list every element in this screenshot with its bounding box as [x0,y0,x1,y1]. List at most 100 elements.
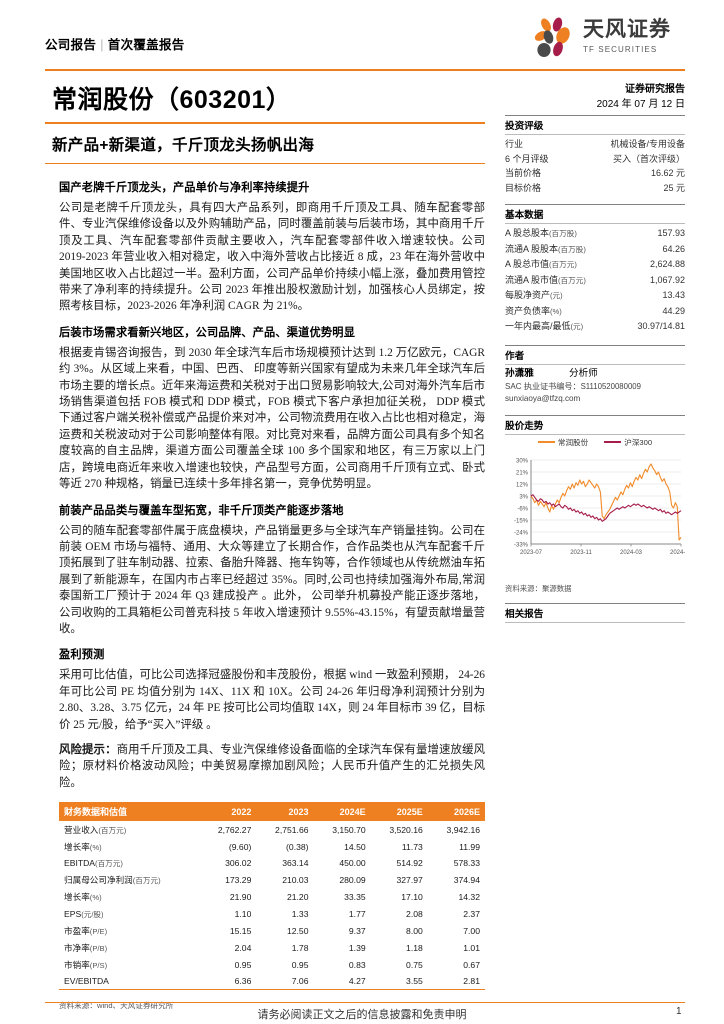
footer-divider [45,1002,685,1004]
sidebar-kv-unit: (%) [550,306,562,316]
rating-block-title: 投资评级 [505,121,544,132]
sidebar-kv-unit: (元) [570,322,584,331]
row-label-text: EV/EBITDA [64,976,109,987]
table-cell: 17.10 [401,892,423,903]
sidebar-kv-row: 当前价格 16.62 元 [505,166,685,181]
table-cell: 3,520.16 [389,824,423,835]
sidebar-kv-value: 1,067.92 [649,274,685,285]
row-label-unit: (%) [89,893,102,903]
legend-item-stock: 常润股份 [537,437,588,448]
table-body: 营业收入(百万元) 2,762.27 2,751.66 3,150.70 3,520.1… [59,821,485,990]
sidebar-kv-key: A 股总市值(百万元) [505,259,577,269]
row-label-text: 归属母公司净利润 [64,875,133,886]
brand-logo: 天风证券 TF SECURITIES [533,16,685,64]
header-report-type: 首次覆盖报告 [107,38,185,52]
chart-x-tick-label: 2024-03 [620,550,643,556]
section-heading: 前装产品品类与覆盖车型拓宽，非千斤顶类产能逐步落地 [59,504,344,517]
sidebar-kv-unit: (百万股) [558,244,586,254]
sidebar-date: 2024 年 07 月 12 日 [596,99,685,110]
row-label-text: 增长率 [64,892,90,903]
table-cell: 280.09 [339,875,366,886]
row-label: EV/EBITDA [59,973,200,990]
table-cell: 3.55 [370,973,428,990]
table-row: 增长率(%) 21.90 21.20 33.35 17.10 14.32 [59,889,485,906]
row-label-unit: (P/S) [89,961,108,971]
chart-y-tick-label: 21% [516,470,529,476]
row-label-unit: (元/股) [81,909,104,919]
table-title: 财务数据和估值 [59,802,200,821]
brand-name-cn: 天风证券 [583,18,671,41]
sidebar-kv-key: A 股总股本(百万股) [505,228,577,238]
legend-item-index: 沪深300 [604,437,652,448]
table-cell: 306.02 [225,858,252,869]
financial-table: 财务数据和估值 2022 2023 2024E 2025E 2026E 营业收入… [59,802,485,990]
sidebar-kv-key: 目标价格 [505,182,542,193]
table-cell: 21.20 [286,892,309,903]
rating-rows: 行业 机械设备/专用设备 6 个月评级 买入（首次评级） 当前价格 16.62 元目标价格… [505,137,685,195]
table-cell: 1.77 [348,909,366,920]
table-cell: 514.92 [396,858,423,869]
sidebar-kv-row: A 股总股本(百万股) 157.93 [505,226,685,242]
row-label: 市销率(P/S) [59,957,199,974]
row-label-text: 市销率 [64,960,90,971]
basic-rows: A 股总股本(百万股) 157.93 流通A 股股本(百万股) 64.26 A 股总市值… [505,226,685,335]
sidebar-kv-key: 6 个月评级 [505,153,549,164]
table-cell: 374.94 [453,875,480,886]
brand-text: 天风证券 TF SECURITIES [583,18,671,54]
legend-label: 沪深300 [624,437,653,447]
table-row: EBITDA(百万元) 306.02 363.14 450.00 514.92 578.3… [59,855,485,871]
table-cell: 363.14 [282,858,309,869]
row-label: 增长率(%) [59,889,199,906]
sidebar-kv-row: 资产负债率(%) 44.29 [505,304,685,320]
section-paragraph: 采用可比估值，可比公司选择冠盛股份和丰茂股份，根据 wind 一致盈利预期， 2… [59,669,485,731]
table-cell: 327.97 [396,875,423,886]
sidebar-report-kind: 证券研究报告 [625,84,685,95]
sidebar-kv-row: 目标价格 25 元 [505,181,685,196]
related-block-title: 相关报告 [505,608,544,620]
sidebar-kv-value: 13.43 [662,290,685,300]
table-cell: 21.90 [229,892,252,903]
sidebar: 证券研究报告 2024 年 07 月 12 日 投资评级 行业 机械设备/专用设备… [505,82,693,625]
author-role: 分析师 [569,367,598,379]
stock-price-chart: 30% 21% 12% 3% -6% -15% -24% -33% 2023-07 2023-11… [505,452,693,580]
table-cell: 578.33 [453,858,480,869]
chart-y-tick-label: 3% [519,494,528,500]
sidebar-kv-key: 每股净资产(元) [505,290,563,300]
table-cell: 6.36 [199,973,257,990]
table-cell: (0.38) [286,841,309,852]
chart-source: 资料来源：聚源数据 [505,583,572,593]
table-cell: 173.29 [225,875,252,886]
column-header: 2024E [313,802,371,821]
table-cell: 2.37 [463,909,480,920]
row-label-unit: (P/E) [89,926,108,936]
row-label-unit: (百万元) [95,858,123,868]
column-header: 2025E [370,802,428,821]
divider [505,134,685,135]
row-label: 营业收入(百万元) [59,821,199,838]
sidebar-kv-key: 流通A 股股本(百万股) [505,243,586,254]
divider [505,344,685,346]
section-heading: 国产老牌千斤顶龙头，产品单价与净利率持续提升 [59,182,310,194]
basic-block-title: 基本数据 [505,210,544,221]
header-separator: | [100,38,104,52]
row-label-text: 市盈率 [64,925,90,936]
author-email[interactable]: sunxiaoya@tfzq.com [505,394,581,403]
section-heading: 盈利预测 [59,649,105,662]
table-cell: 15.15 [229,925,252,936]
row-label-unit: (P/B) [89,943,108,953]
sidebar-kv-row: 一年内最高/最低(元) 30.97/14.81 [505,319,685,335]
sidebar-kv-row: 流通A 股股本(百万股) 64.26 [505,242,685,258]
chart-x-tick-label: 2024-07 [670,550,685,556]
chart-y-tick-label: -15% [514,518,529,524]
page-title: 常润股份（603201） [52,86,292,114]
chart-y-tick-label: 12% [516,482,529,488]
risk-label: 风险提示： [59,743,117,756]
chart-series-line [530,493,682,522]
table-cell: 0.75 [406,960,423,971]
table-cell: 11.73 [401,841,423,852]
row-label: 归属母公司净利润(百万元) [59,872,199,889]
tf-securities-logo-icon [534,17,570,57]
table-cell: 0.83 [348,960,366,971]
sidebar-kv-value: 机械设备/专用设备 [610,139,685,149]
divider [505,621,685,623]
